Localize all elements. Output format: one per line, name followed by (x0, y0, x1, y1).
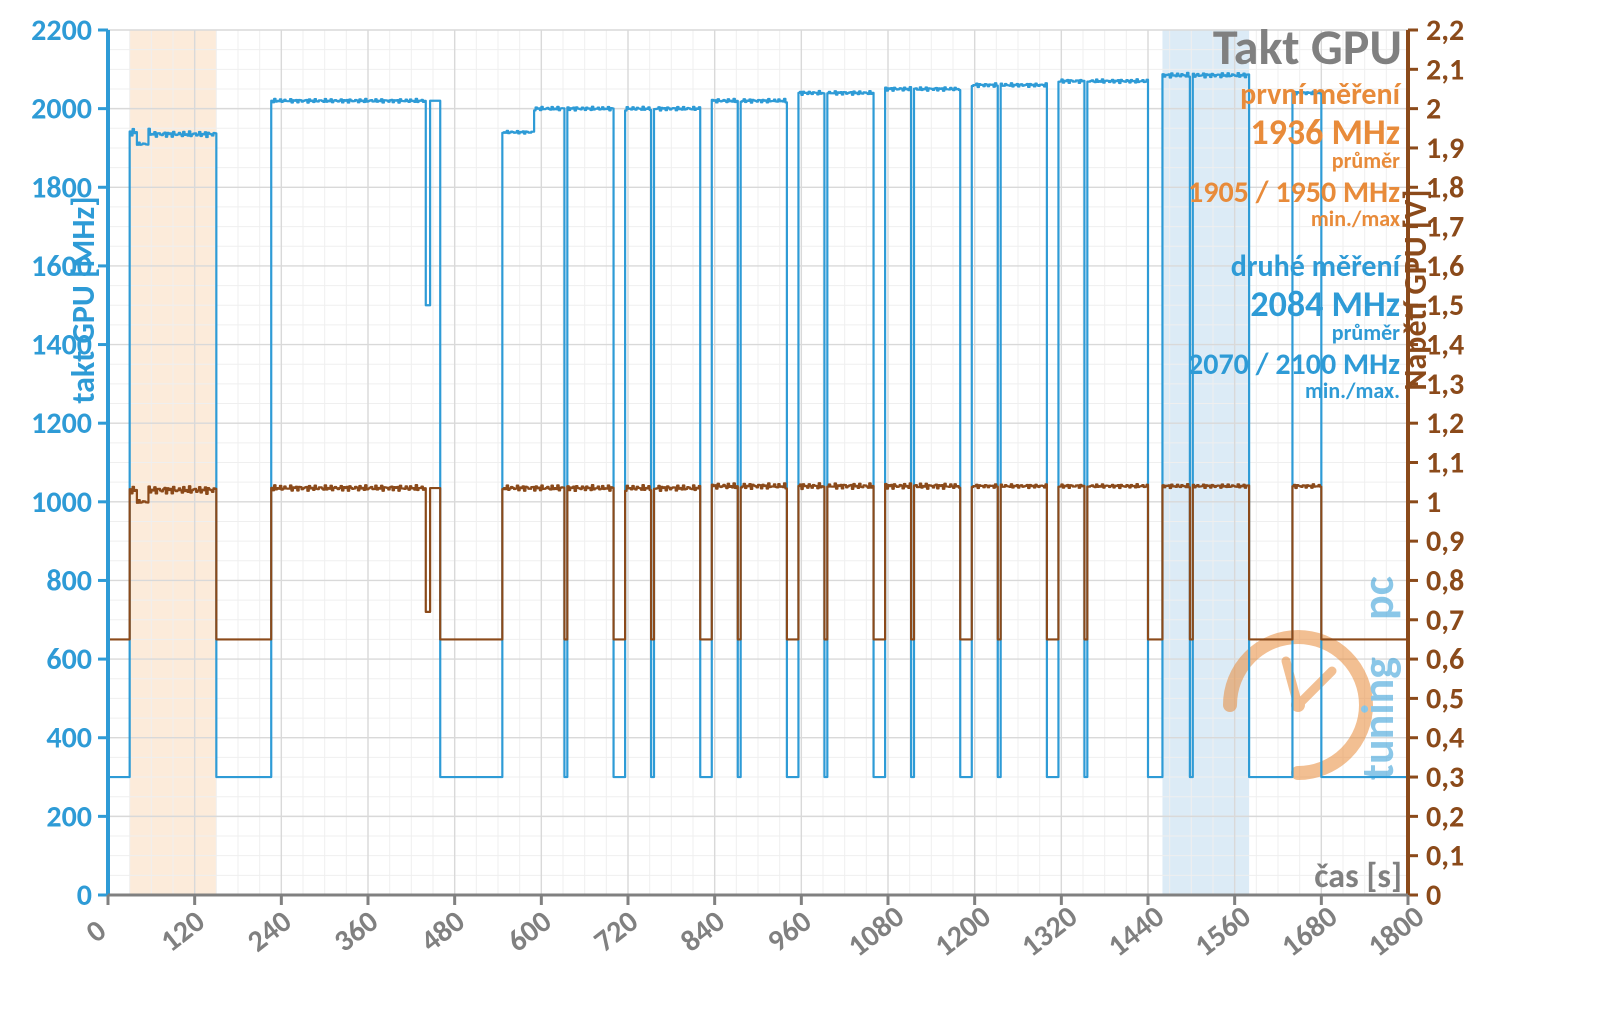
y-right-label: Napětí GPU [V] (1396, 189, 1435, 390)
ytick-left: 2200 (31, 12, 92, 49)
y-left-label: takt GPU [MHz] (64, 196, 103, 403)
anno-m1-title: první měření (1240, 76, 1402, 113)
ytick-right: 0,4 (1426, 720, 1464, 757)
ytick-right: 2 (1426, 91, 1441, 128)
ytick-left: 1200 (31, 405, 92, 442)
ytick-left: 800 (46, 562, 92, 599)
anno-m2-avg-sub: průměr (1332, 319, 1400, 346)
anno-m2-title: druhé měření (1231, 248, 1402, 285)
xtick: 240 (240, 903, 299, 960)
chart-title: Takt GPU (1213, 17, 1402, 78)
xtick: 1680 (1274, 898, 1345, 965)
xtick: 1320 (1014, 898, 1085, 965)
ytick-right: 0,8 (1426, 562, 1464, 599)
xtick: 480 (413, 903, 472, 960)
x-axis-label: čas [s] (1314, 856, 1402, 897)
xtick: 1800 (1361, 898, 1432, 965)
xtick: 120 (153, 903, 212, 960)
xtick: 960 (760, 903, 819, 960)
xtick: 600 (500, 903, 559, 960)
ytick-right: 0,9 (1426, 523, 1464, 560)
anno-m1-avg-sub: průměr (1332, 147, 1400, 174)
ytick-left: 1000 (31, 484, 92, 521)
xtick: 840 (673, 903, 732, 960)
gpu-clock-chart: tuningpc02004006008001000120014001600180… (0, 0, 1600, 1009)
anno-m1-minmax-sub: min./max (1311, 205, 1400, 232)
xtick: 1560 (1187, 898, 1258, 965)
ytick-right: 1 (1426, 484, 1441, 521)
anno-m2-minmax-sub: min./max. (1305, 377, 1400, 404)
ytick-left: 400 (46, 720, 92, 757)
svg-text:tuning: tuning (1350, 657, 1406, 780)
xtick: 720 (587, 903, 646, 960)
xtick: 0 (79, 912, 114, 951)
ytick-right: 1,1 (1426, 445, 1464, 482)
ytick-left: 600 (46, 641, 92, 678)
xtick: 1080 (841, 898, 912, 965)
ytick-left: 200 (46, 798, 92, 835)
svg-text:pc: pc (1350, 576, 1406, 620)
ytick-right: 0,2 (1426, 798, 1464, 835)
ytick-right: 0 (1426, 877, 1441, 914)
xtick: 360 (327, 903, 386, 960)
ytick-right: 0,1 (1426, 838, 1464, 875)
ytick-right: 2,1 (1426, 51, 1464, 88)
xtick: 1440 (1101, 898, 1172, 965)
ytick-right: 0,3 (1426, 759, 1464, 796)
ytick-right: 0,5 (1426, 680, 1464, 717)
ytick-right: 0,6 (1426, 641, 1464, 678)
ytick-right: 2,2 (1426, 12, 1464, 49)
ytick-left: 2000 (31, 91, 92, 128)
ytick-right: 1,2 (1426, 405, 1464, 442)
ytick-left: 0 (77, 877, 92, 914)
ytick-right: 0,7 (1426, 602, 1464, 639)
xtick: 1200 (927, 898, 998, 965)
ytick-right: 1,9 (1426, 130, 1464, 167)
